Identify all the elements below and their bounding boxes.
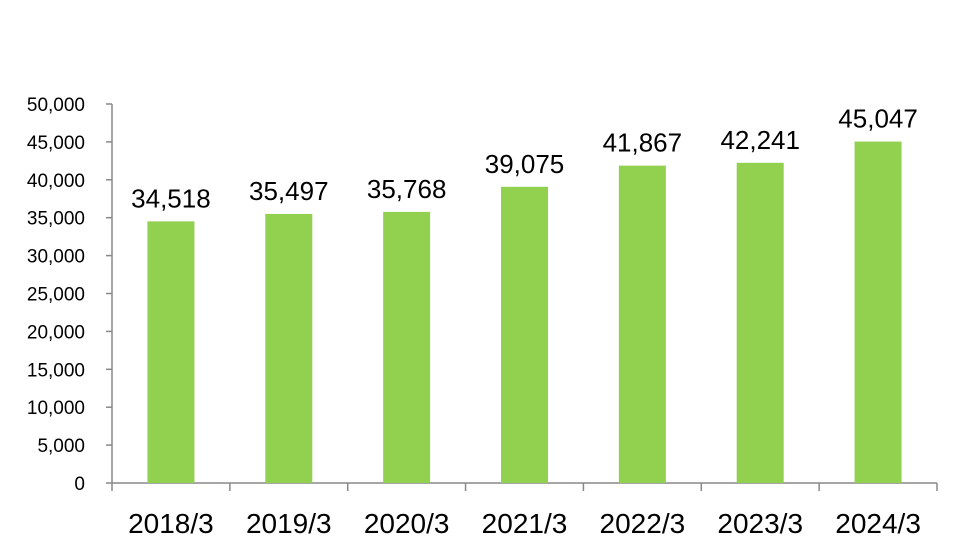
bar-2019-3 <box>265 213 313 483</box>
y-tick-label: 25,000 <box>27 285 85 306</box>
data-label: 45,047 <box>838 104 918 134</box>
y-axis: 0 5,000 10,000 15,000 20,000 25,000 30,000 35,0… <box>27 95 113 495</box>
x-tick-label: 2022/3 <box>600 508 686 539</box>
bar-2021-3 <box>501 186 548 483</box>
bar-2022-3 <box>618 165 666 484</box>
x-axis: 2018/3 2019/3 2020/3 2021/3 2022/3 2023/3 2024… <box>111 482 938 539</box>
x-tick-label: 2019/3 <box>246 508 332 539</box>
x-tick-label: 2020/3 <box>364 508 450 539</box>
data-label: 42,241 <box>720 125 800 155</box>
y-tick-label: 45,000 <box>27 133 85 154</box>
data-label: 35,768 <box>367 174 447 204</box>
data-label: 41,867 <box>603 128 683 158</box>
bars <box>147 141 902 484</box>
bar-2023-3 <box>736 162 784 483</box>
y-tick-label: 5,000 <box>37 436 85 457</box>
y-tick-label: 20,000 <box>27 322 85 343</box>
y-tick-label: 0 <box>74 474 85 495</box>
y-tick-label: 50,000 <box>27 95 85 116</box>
data-label: 34,518 <box>131 183 211 213</box>
y-tick-label: 10,000 <box>27 398 85 419</box>
data-labels: 34,518 35,497 35,768 39,075 41,867 42,241 45,0… <box>131 104 918 214</box>
y-tick-label: 40,000 <box>27 171 85 192</box>
data-label: 39,075 <box>485 149 565 179</box>
x-tick-label: 2021/3 <box>482 508 568 539</box>
x-tick-label: 2024/3 <box>835 508 921 539</box>
x-tick-label: 2018/3 <box>128 508 214 539</box>
data-label: 35,497 <box>249 176 329 206</box>
x-tick-label: 2023/3 <box>717 508 803 539</box>
bar-2024-3 <box>854 141 902 483</box>
bar-2020-3 <box>383 211 431 484</box>
y-tick-label: 15,000 <box>27 360 85 381</box>
y-tick-label: 30,000 <box>27 247 85 268</box>
y-tick-label: 35,000 <box>27 209 85 230</box>
bar-2018-3 <box>147 221 195 483</box>
